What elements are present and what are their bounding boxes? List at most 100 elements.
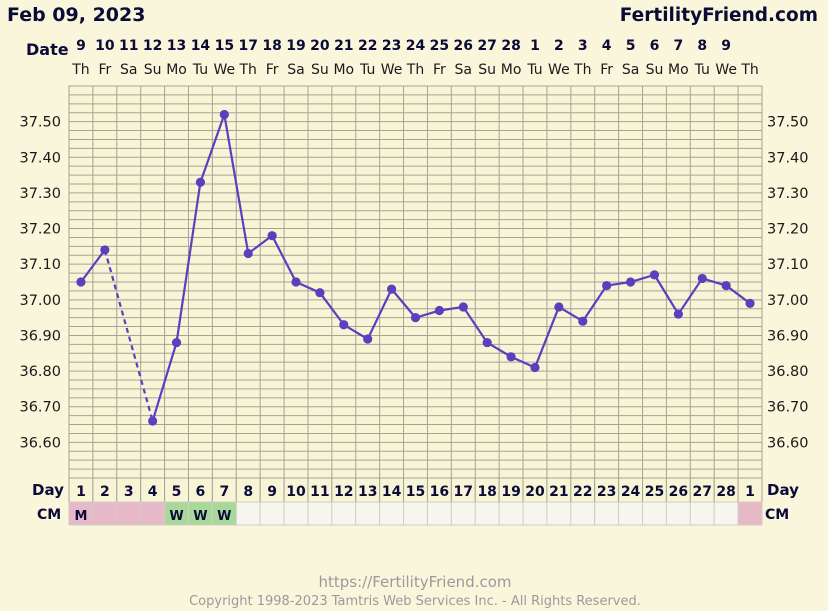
cm-mark: W xyxy=(169,509,183,524)
series-line-segment xyxy=(247,234,273,255)
chart-date-title: Feb 09, 2023 xyxy=(7,4,145,26)
cycle-day-number: 3 xyxy=(124,484,134,500)
temperature-point xyxy=(291,277,301,287)
series-line-segment xyxy=(486,341,512,358)
y-tick-label: 37.20 xyxy=(767,222,809,238)
cm-cell xyxy=(235,501,261,526)
cycle-day-number: 19 xyxy=(501,484,520,500)
weekday-label: We xyxy=(381,62,403,78)
series-line-segment xyxy=(533,306,560,368)
date-number: 23 xyxy=(382,38,401,54)
cm-cell xyxy=(618,501,644,526)
cycle-day-number: 22 xyxy=(573,484,592,500)
series-line-segment xyxy=(581,284,608,322)
date-row-label: Date xyxy=(26,40,69,59)
cm-cell xyxy=(426,501,452,526)
y-tick-label: 36.80 xyxy=(19,364,61,380)
footer-url[interactable]: https://FertilityFriend.com xyxy=(318,573,511,591)
temperature-point xyxy=(195,177,206,187)
cm-cell xyxy=(665,501,691,526)
weekday-label: Tu xyxy=(359,62,375,78)
cycle-day-number: 25 xyxy=(645,484,664,500)
weekday-label: Tu xyxy=(192,62,208,78)
cycle-day-number: 9 xyxy=(267,484,277,500)
date-number: 9 xyxy=(76,38,86,54)
cm-cell xyxy=(331,501,357,526)
cm-cell xyxy=(594,501,620,526)
y-tick-label: 37.30 xyxy=(19,186,61,202)
cm-cell xyxy=(498,501,524,526)
cm-cell xyxy=(283,501,309,526)
cm-cell xyxy=(140,501,166,526)
cm-cell xyxy=(737,501,763,526)
y-tick-label: 36.60 xyxy=(19,435,61,451)
date-number: 27 xyxy=(477,38,496,54)
weekday-label: We xyxy=(715,62,737,78)
weekday-label: Mo xyxy=(668,62,689,78)
cycle-day-number: 13 xyxy=(358,484,377,500)
cycle-day-number: 18 xyxy=(477,484,496,500)
temperature-point xyxy=(148,416,158,426)
series-line-segment xyxy=(151,342,178,422)
series-line-segment xyxy=(462,306,489,344)
y-tick-label: 37.40 xyxy=(19,150,61,166)
site-title[interactable]: FertilityFriend.com xyxy=(620,5,818,26)
cycle-day-number: 20 xyxy=(525,484,545,500)
y-tick-label: 36.80 xyxy=(767,364,809,380)
temperature-point xyxy=(410,313,421,323)
y-tick-label: 36.60 xyxy=(767,435,809,451)
weekday-label: Sa xyxy=(455,62,472,78)
weekday-label: Th xyxy=(740,62,758,78)
temperature-point xyxy=(315,288,325,298)
weekday-label: Mo xyxy=(501,62,522,78)
temperature-point xyxy=(721,280,731,291)
cycle-day-number: 8 xyxy=(243,484,253,500)
date-number: 5 xyxy=(626,38,636,54)
temperature-point xyxy=(602,280,612,291)
weekday-label: Fr xyxy=(433,62,446,78)
temperature-series xyxy=(76,109,755,426)
cm-row-label-left: CM xyxy=(37,507,61,523)
day-row-label-left: Day xyxy=(32,481,64,499)
weekday-label: Tu xyxy=(694,62,710,78)
cycle-day-number: 4 xyxy=(148,484,158,500)
weekday-label: We xyxy=(548,62,570,78)
series-line-segment xyxy=(199,114,226,183)
temperature-point xyxy=(554,302,564,312)
temperature-point xyxy=(458,302,468,312)
cycle-day-row: 1 2 3 4 5 6 7 8 9 10 11 12 13 14 15 16 17 18 19 20 21 22 23 24 2… xyxy=(68,477,763,526)
series-line-segment xyxy=(319,292,345,326)
cycle-day-number: 26 xyxy=(669,484,688,500)
date-number: 10 xyxy=(95,38,115,54)
cm-cell xyxy=(689,501,715,526)
date-number: 3 xyxy=(578,38,588,54)
y-axis-right: 37.50 37.40 37.30 37.20 37.10 37.00 36.90 36.80… xyxy=(767,115,809,452)
temperature-point xyxy=(76,277,86,287)
y-axis-left: 37.50 37.40 37.30 37.20 37.10 37.00 36.90 36.80… xyxy=(19,115,61,452)
cm-cell xyxy=(92,501,118,526)
cycle-day-number: 7 xyxy=(219,484,229,500)
weekday-label: Th xyxy=(573,62,591,78)
cycle-day-number: 15 xyxy=(406,484,425,500)
cycle-day-number: 1 xyxy=(745,484,755,500)
temperature-point xyxy=(625,277,636,287)
cm-row-label-right: CM xyxy=(765,507,789,523)
series-line-segment xyxy=(271,235,297,283)
y-tick-label: 37.50 xyxy=(19,115,61,131)
date-number: 14 xyxy=(191,38,211,54)
series-line-segment xyxy=(558,306,584,323)
temperature-point xyxy=(219,109,229,120)
date-row: 9 10 11 12 13 14 15 17 18 19 20 21 22 23 24 25 26 27 28 1 2 3… xyxy=(71,38,759,78)
weekday-label: Th xyxy=(71,62,89,78)
cm-cell xyxy=(379,501,405,526)
date-number: 17 xyxy=(238,38,257,54)
y-tick-label: 37.30 xyxy=(767,186,809,202)
series-line-segment xyxy=(366,288,393,340)
series-line-segment xyxy=(175,182,202,343)
y-tick-label: 37.00 xyxy=(19,293,61,309)
temperature-point xyxy=(673,309,683,319)
y-tick-label: 36.70 xyxy=(767,400,809,416)
cycle-day-number: 1 xyxy=(76,484,86,500)
cycle-day-number: 10 xyxy=(286,484,306,500)
weekday-label: Su xyxy=(646,62,664,78)
